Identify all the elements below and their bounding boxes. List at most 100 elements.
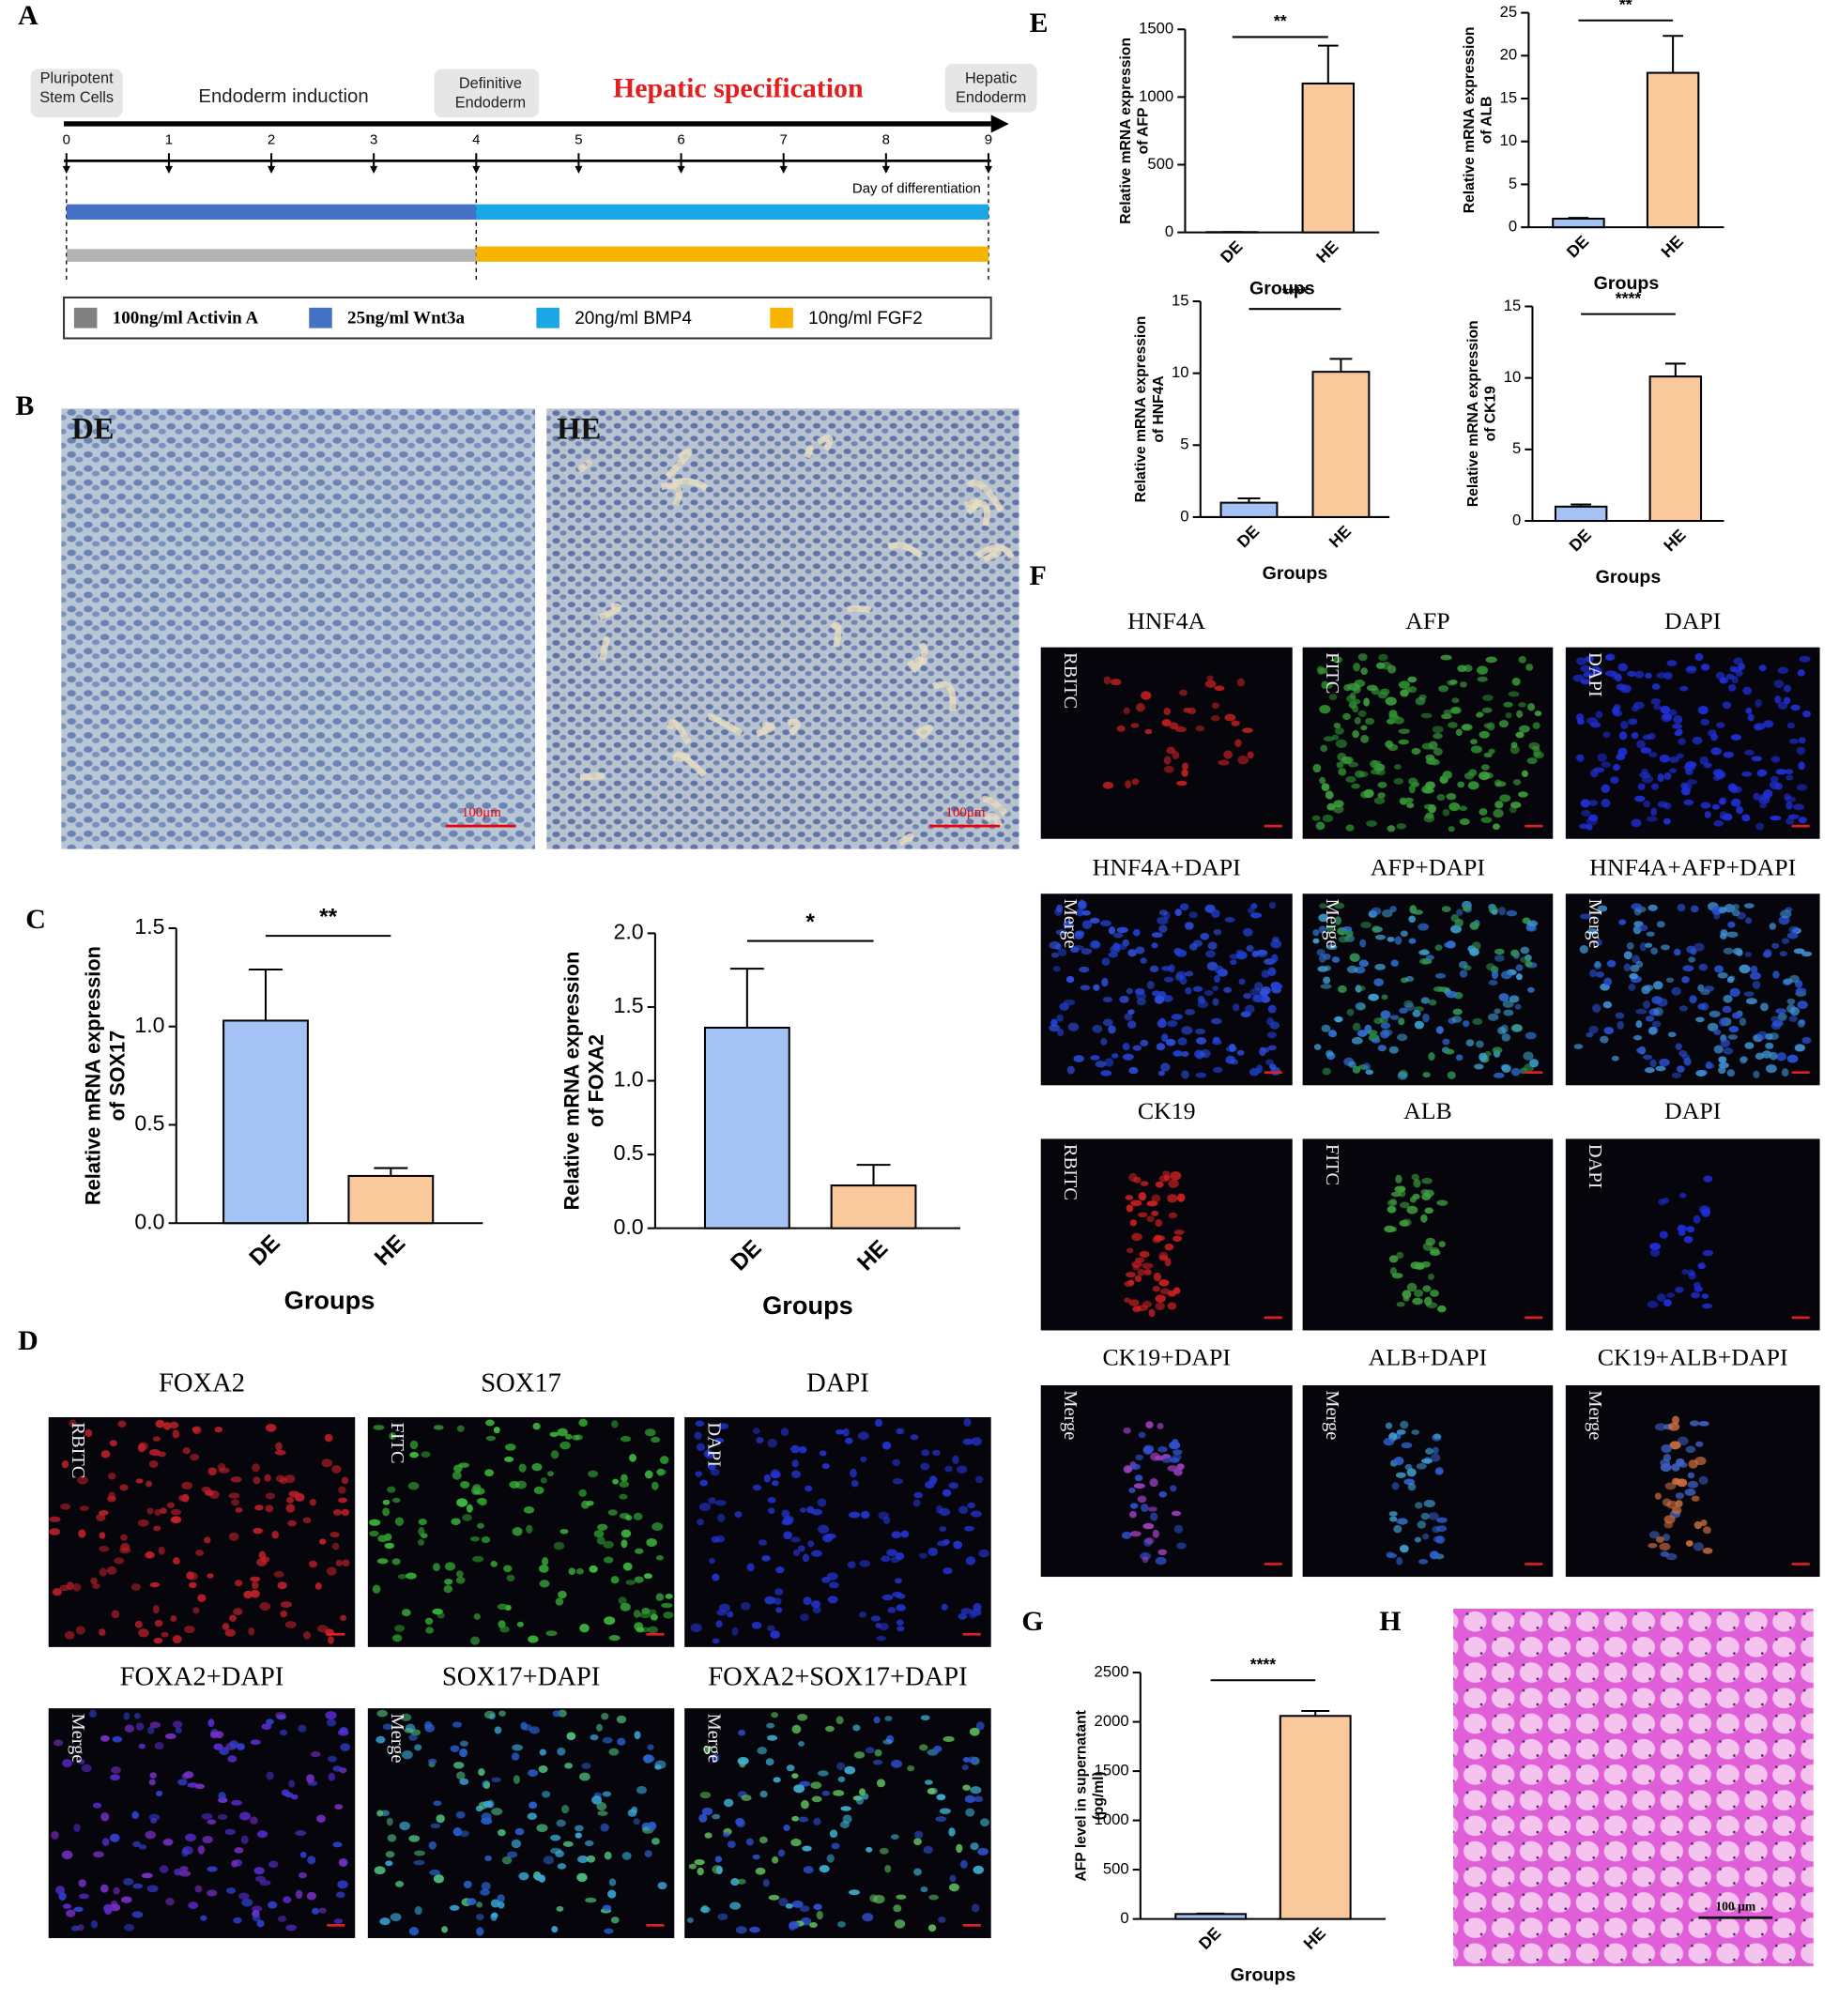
cell-nucleus: [258, 1550, 267, 1560]
cell-nucleus: [650, 1613, 659, 1621]
cell-nucleus: [1635, 1020, 1643, 1029]
cell-nucleus: [1158, 909, 1168, 916]
bar: [1311, 371, 1371, 518]
y-axis-label: of HNF4A: [1151, 375, 1167, 442]
cell-nucleus: [775, 1607, 783, 1613]
cell-nucleus: [697, 1867, 704, 1876]
bar: [703, 1026, 790, 1229]
cell-nucleus: [556, 1905, 564, 1912]
cell-nucleus: [939, 1808, 951, 1814]
cell-nucleus: [1728, 1026, 1739, 1033]
cell-nucleus: [1437, 1305, 1447, 1313]
cell-nucleus: [1720, 814, 1731, 820]
cell-nucleus: [735, 1926, 747, 1934]
bar: [1646, 71, 1700, 229]
cell-nucleus: [1718, 1061, 1729, 1069]
cell-nucleus: [1493, 808, 1504, 818]
cell-nucleus: [1232, 1003, 1240, 1012]
cell-nucleus: [1512, 779, 1522, 786]
cell-streak: [673, 751, 707, 778]
cell-nucleus: [1387, 743, 1399, 752]
cell-nucleus: [1364, 717, 1375, 725]
cell-nucleus: [1745, 917, 1753, 924]
cell-nucleus: [1417, 1520, 1427, 1529]
cell-nucleus: [207, 1889, 218, 1897]
cell-nucleus: [849, 1511, 861, 1519]
cell-nucleus: [959, 1859, 968, 1869]
cell-nucleus: [1702, 1526, 1711, 1535]
cell-nucleus: [741, 1795, 752, 1802]
cell-nucleus: [1129, 1219, 1138, 1227]
cell-nucleus: [791, 1459, 799, 1468]
x-tick-label: HE: [1657, 232, 1687, 262]
cell-nucleus: [1398, 1017, 1405, 1026]
cell-nucleus: [1503, 1009, 1514, 1016]
cell-nucleus: [1421, 742, 1433, 750]
cell-nucleus: [1676, 1065, 1685, 1073]
cell-nucleus: [1661, 1443, 1673, 1454]
cell-nucleus: [1128, 1172, 1138, 1183]
cell-nucleus: [698, 1503, 712, 1512]
cell-nucleus: [1383, 1438, 1395, 1446]
cell-nucleus: [919, 1744, 928, 1751]
cell-nucleus: [379, 1917, 391, 1926]
cell-nucleus: [1156, 1043, 1166, 1051]
y-tick-label: 0: [1165, 222, 1173, 240]
cell-nucleus: [1456, 909, 1464, 916]
cell-nucleus: [1501, 970, 1512, 980]
cell-nucleus: [302, 1517, 312, 1523]
cell-nucleus: [847, 1561, 856, 1569]
cell-nucleus: [1349, 953, 1360, 962]
x-axis-label: Groups: [1231, 1965, 1296, 1986]
cell-nucleus: [1636, 740, 1646, 749]
cell-nucleus: [312, 1907, 319, 1915]
cell-nucleus: [1414, 1020, 1425, 1030]
cell-nucleus: [264, 1474, 271, 1482]
channel-label: Merge: [1585, 899, 1605, 949]
cell-nucleus: [119, 1484, 129, 1491]
cell-nucleus: [1663, 771, 1672, 781]
stage-box: [30, 69, 123, 118]
cell-nucleus: [714, 1500, 727, 1506]
cell-nucleus: [1317, 966, 1328, 972]
cell-nucleus: [1142, 1262, 1154, 1270]
cell-nucleus: [900, 1530, 910, 1538]
cell-nucleus: [132, 1883, 144, 1889]
cell-nucleus: [1601, 784, 1610, 793]
cell-nucleus: [1362, 1062, 1372, 1071]
cell-nucleus: [1433, 747, 1443, 756]
significance: ****: [1250, 1655, 1277, 1673]
cell-nucleus: [865, 1747, 875, 1754]
cell-nucleus: [99, 1532, 106, 1539]
cell-nucleus: [1794, 1044, 1805, 1052]
cell-nucleus: [287, 1520, 298, 1527]
cell-nucleus: [332, 1765, 343, 1772]
cell-nucleus: [980, 1818, 989, 1827]
cell-nucleus: [1468, 769, 1478, 777]
cell-nucleus: [1743, 991, 1755, 997]
cell-nucleus: [1224, 713, 1236, 722]
cell-nucleus: [1494, 948, 1505, 955]
cell-nucleus: [476, 1914, 484, 1920]
cell-nucleus: [1658, 1199, 1666, 1206]
cell-nucleus: [100, 1734, 110, 1742]
cell-nucleus: [1146, 1200, 1158, 1207]
cell-nucleus: [1668, 756, 1679, 763]
cell-nucleus: [472, 1555, 484, 1563]
cell-nucleus: [648, 1626, 659, 1634]
cell-nucleus: [629, 1454, 636, 1462]
cell-nucleus: [621, 1539, 628, 1549]
cell-nucleus: [1518, 656, 1526, 664]
cell-nucleus: [218, 1792, 226, 1801]
cell-nucleus: [1116, 926, 1128, 934]
image-title: SOX17+DAPI: [442, 1662, 600, 1691]
cell-nucleus: [810, 1781, 822, 1789]
day-arrow: [677, 165, 685, 175]
cell-nucleus: [1695, 1070, 1707, 1077]
cell-nucleus: [1135, 1454, 1144, 1461]
cell-nucleus: [755, 1867, 766, 1875]
bar: [1552, 217, 1605, 229]
cell-nucleus: [1659, 1542, 1671, 1551]
cell-nucleus: [805, 1485, 813, 1492]
cell-nucleus: [557, 1428, 568, 1437]
